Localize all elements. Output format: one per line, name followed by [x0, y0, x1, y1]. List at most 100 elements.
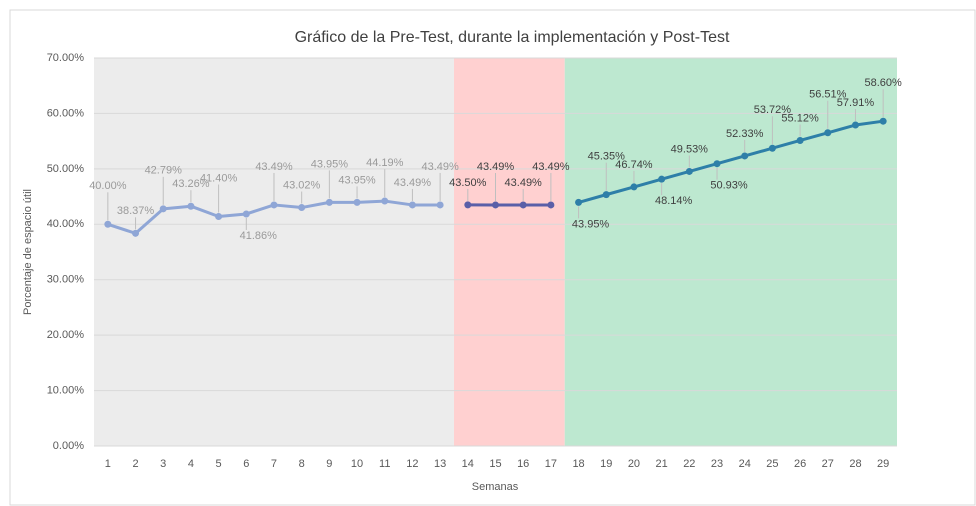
x-tick-label: 21	[656, 458, 668, 470]
x-tick-label: 17	[545, 458, 557, 470]
data-point	[408, 201, 416, 209]
data-point	[104, 220, 112, 228]
x-tick-label: 22	[683, 458, 695, 470]
data-label: 41.86%	[240, 230, 278, 242]
x-tick-label: 1	[105, 458, 111, 470]
data-label: 43.02%	[283, 179, 321, 191]
data-label: 43.50%	[449, 177, 487, 189]
x-tick-label: 29	[877, 458, 889, 470]
y-tick-label: 10.00%	[47, 384, 85, 396]
data-point	[325, 198, 333, 206]
y-tick-label: 60.00%	[47, 107, 85, 119]
chart-title: Gráfico de la Pre-Test, durante la imple…	[295, 29, 730, 46]
y-tick-label: 40.00%	[47, 218, 85, 230]
x-tick-label: 6	[243, 458, 249, 470]
data-point	[602, 191, 610, 199]
data-label: 43.95%	[572, 218, 610, 230]
data-point	[685, 167, 693, 175]
data-label: 38.37%	[117, 205, 155, 217]
data-label: 46.74%	[615, 159, 653, 171]
x-tick-label: 15	[489, 458, 501, 470]
data-point	[159, 205, 167, 213]
data-point	[298, 204, 306, 212]
y-tick-label: 70.00%	[47, 52, 85, 64]
data-point	[824, 129, 832, 137]
data-label: 43.49%	[532, 161, 570, 173]
y-tick-label: 0.00%	[53, 440, 84, 452]
data-point	[630, 183, 638, 191]
x-axis-label: Semanas	[472, 481, 519, 493]
y-tick-label: 20.00%	[47, 329, 85, 341]
x-tick-label: 16	[517, 458, 529, 470]
data-label: 43.49%	[255, 161, 293, 173]
data-point	[270, 201, 278, 209]
data-label: 43.49%	[421, 161, 459, 173]
data-point	[436, 201, 444, 209]
data-label: 58.60%	[864, 77, 902, 89]
data-point	[215, 213, 223, 221]
data-point	[492, 201, 499, 209]
x-tick-label: 5	[216, 458, 222, 470]
data-label: 57.91%	[837, 97, 875, 109]
x-tick-label: 25	[766, 458, 778, 470]
x-tick-label: 24	[739, 458, 751, 470]
data-point	[741, 152, 749, 160]
data-point	[879, 117, 887, 125]
y-tick-label: 30.00%	[47, 274, 85, 286]
x-tick-label: 18	[572, 458, 584, 470]
data-label: 45.35%	[588, 151, 626, 163]
x-tick-label: 9	[326, 458, 332, 470]
data-label: 53.72%	[754, 104, 792, 116]
x-tick-label: 7	[271, 458, 277, 470]
data-point	[796, 136, 804, 144]
data-point	[768, 144, 776, 152]
x-tick-label: 4	[188, 458, 194, 470]
data-point	[575, 198, 583, 206]
data-label: 42.79%	[145, 165, 183, 177]
data-point	[851, 121, 859, 129]
data-point	[187, 202, 195, 210]
x-tick-label: 19	[600, 458, 612, 470]
data-point	[658, 175, 666, 183]
phase-band	[94, 58, 454, 446]
data-label: 43.95%	[311, 158, 349, 170]
x-tick-label: 8	[299, 458, 305, 470]
data-label: 44.19%	[366, 157, 404, 169]
data-label: 52.33%	[726, 128, 764, 140]
data-label: 48.14%	[655, 195, 693, 207]
data-label: 50.93%	[710, 180, 748, 192]
data-label: 55.12%	[781, 112, 819, 124]
x-tick-label: 26	[794, 458, 806, 470]
data-label: 56.51%	[809, 89, 847, 101]
phase-band	[564, 58, 897, 446]
data-point	[353, 198, 361, 206]
x-tick-label: 23	[711, 458, 723, 470]
data-point	[713, 160, 721, 168]
x-tick-label: 10	[351, 458, 363, 470]
data-label: 43.49%	[505, 177, 543, 189]
x-tick-label: 27	[822, 458, 834, 470]
data-point	[242, 210, 250, 218]
data-point	[464, 201, 472, 209]
x-tick-label: 12	[406, 458, 418, 470]
data-label: 49.53%	[671, 143, 709, 155]
series-line	[578, 119, 884, 204]
data-label: 43.95%	[338, 174, 376, 186]
data-label: 43.26%	[172, 178, 210, 190]
x-tick-label: 14	[462, 458, 474, 470]
data-label: 40.00%	[89, 180, 127, 192]
data-label: 41.40%	[200, 172, 238, 184]
data-point	[519, 201, 527, 209]
data-point	[381, 197, 389, 205]
data-point	[547, 201, 555, 209]
y-axis-label: Porcentaje de espacio útil	[22, 189, 34, 315]
x-tick-label: 28	[849, 458, 861, 470]
x-tick-label: 13	[434, 458, 446, 470]
data-point	[132, 229, 140, 237]
x-tick-label: 2	[132, 458, 138, 470]
y-tick-label: 50.00%	[47, 163, 85, 175]
x-tick-label: 11	[379, 458, 390, 470]
x-tick-label: 3	[160, 458, 166, 470]
data-label: 43.49%	[477, 161, 515, 173]
